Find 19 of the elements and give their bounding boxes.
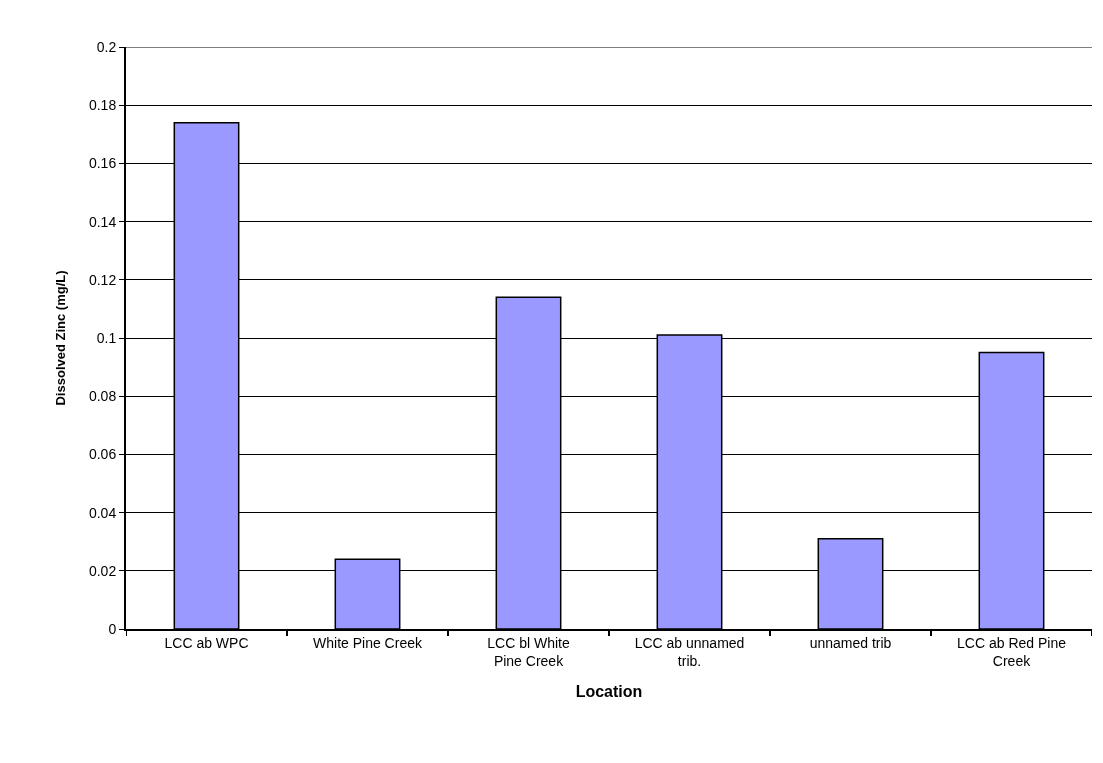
x-tick-label: LCC ab Red Pine Creek (957, 634, 1067, 669)
y-tick-label: 0.14 (88, 213, 117, 230)
y-tick-label: 0.2 (96, 38, 117, 55)
y-tick-label: 0.06 (88, 446, 117, 463)
x-tick-label: LCC bl White Pine Creek (487, 634, 570, 669)
x-tick-label: LCC ab unnamed trib. (634, 634, 745, 669)
y-tick-label: 0.08 (88, 388, 117, 405)
x-tick-label: unnamed trib (809, 634, 892, 651)
x-tick-label: White Pine Creek (313, 634, 423, 651)
x-tick-label: LCC ab WPC (164, 634, 249, 651)
y-tick-label: 0.18 (88, 97, 117, 114)
x-axis-title: Location (575, 683, 643, 701)
y-tick-label: 0.1 (96, 329, 117, 346)
y-tick-label: 0.04 (88, 504, 117, 521)
y-tick-label: 0.16 (88, 155, 117, 172)
y-tick-label: 0.02 (88, 562, 117, 579)
y-tick-label: 0 (108, 620, 117, 637)
y-tick-label: 0.12 (88, 271, 117, 288)
y-axis-title: Dissolved Zinc (mg/L) (53, 270, 69, 406)
